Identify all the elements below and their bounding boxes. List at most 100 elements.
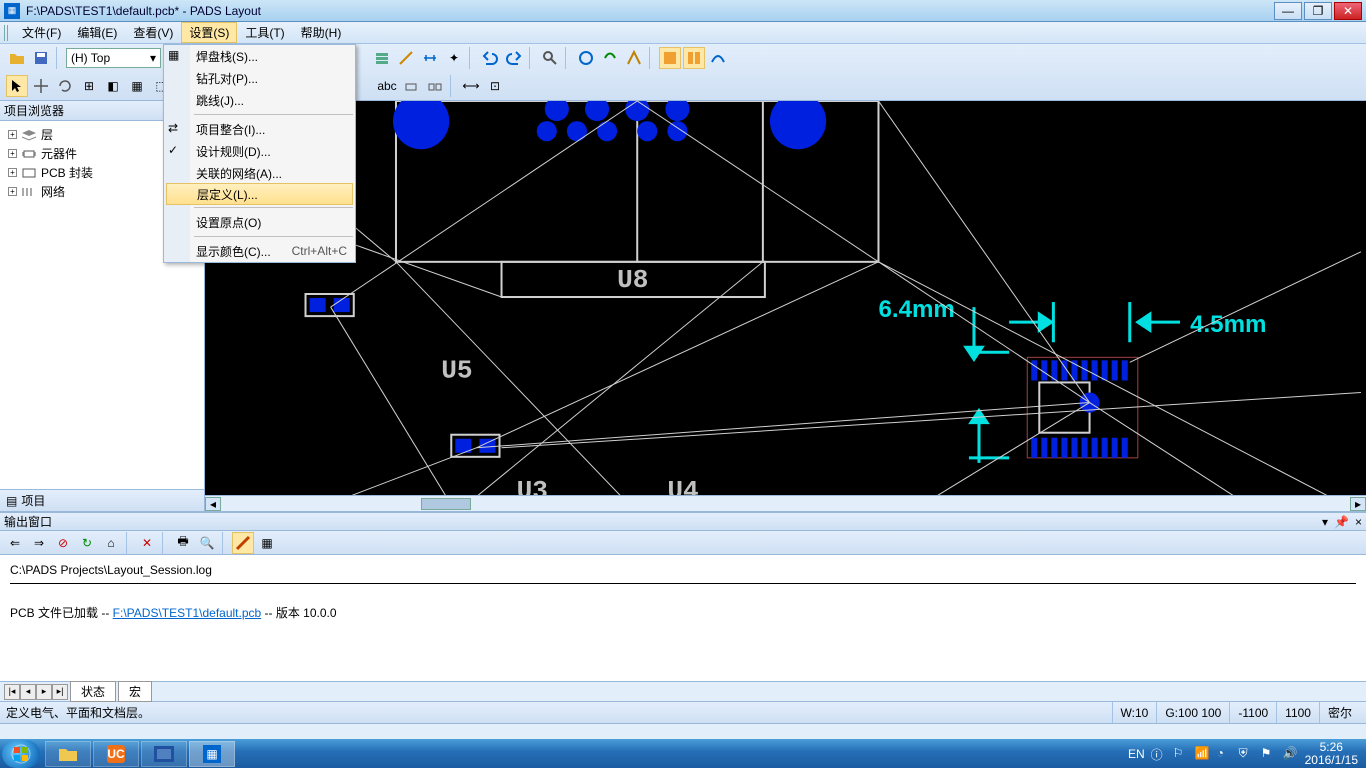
rotate-tool[interactable]	[54, 75, 76, 97]
tool-icon[interactable]: ◧	[102, 75, 124, 97]
menu-file[interactable]: 文件(F)	[14, 22, 69, 43]
canvas-hscrollbar[interactable]: ◂▸	[205, 495, 1366, 511]
taskbar-ucbrowser[interactable]: UC	[93, 741, 139, 767]
panel-button[interactable]	[683, 47, 705, 69]
menu-jumper[interactable]: 跳线(J)...	[164, 89, 355, 111]
menu-project-integration[interactable]: ⇄项目整合(I)...	[164, 118, 355, 140]
start-button[interactable]	[2, 740, 40, 768]
stop-button[interactable]: ⊘	[52, 532, 74, 554]
menu-padstack[interactable]: ▦焊盘栈(S)...	[164, 45, 355, 67]
menu-view[interactable]: 查看(V)	[125, 22, 181, 43]
toolbar-grip[interactable]	[4, 25, 10, 41]
footprint-icon	[21, 167, 37, 179]
zoom-button[interactable]	[539, 47, 561, 69]
system-tray: EN ⓘ ⚐ 📶 ◔ ⛨ ⚑ 🔊 5:26 2016/1/15	[1128, 741, 1364, 767]
dimension-tool[interactable]: ⟷	[460, 75, 482, 97]
output-toolbar: ⇐ ⇒ ⊘ ↻ ⌂ ✕ 🖶 🔍 ▦	[0, 531, 1366, 555]
output-pin-icon[interactable]: ▾	[1322, 515, 1328, 529]
refresh-button[interactable]: ↻	[76, 532, 98, 554]
tab-macro[interactable]: 宏	[118, 681, 152, 702]
menu-edit[interactable]: 编辑(E)	[69, 22, 125, 43]
status-y: 1100	[1276, 702, 1319, 723]
close-button[interactable]: ✕	[1334, 2, 1362, 20]
tool-icon[interactable]	[575, 47, 597, 69]
redo-button[interactable]	[503, 47, 525, 69]
window-title: F:\PADS\TEST1\default.pcb* - PADS Layout	[26, 4, 1274, 18]
menu-tools[interactable]: 工具(T)	[237, 22, 292, 43]
project-tab-icon: ▤	[6, 494, 17, 508]
tool-icon[interactable]	[623, 47, 645, 69]
dim-6p4: 6.4mm	[878, 296, 954, 323]
select-tool[interactable]	[6, 75, 28, 97]
menu-design-rules[interactable]: ✓设计规则(D)...	[164, 140, 355, 162]
undo-button[interactable]	[479, 47, 501, 69]
measure-button[interactable]	[419, 47, 441, 69]
svg-text:UC: UC	[107, 747, 125, 761]
delete-button[interactable]: ✕	[136, 532, 158, 554]
open-button[interactable]	[6, 47, 28, 69]
windows-taskbar: UC ▦ EN ⓘ ⚐ 📶 ◔ ⛨ ⚑ 🔊 5:26 2016/1/15	[0, 739, 1366, 768]
ruler-button[interactable]	[395, 47, 417, 69]
layer-select-value: (H) Top	[71, 51, 110, 65]
tab-nav-first[interactable]: |◂	[4, 684, 20, 700]
action-center-icon[interactable]: ⚐	[1173, 746, 1189, 762]
taskbar-clock[interactable]: 5:26 2016/1/15	[1305, 741, 1358, 767]
tool-icon[interactable]	[599, 47, 621, 69]
layer-select[interactable]: (H) Top▾	[66, 48, 161, 68]
sidebar-title: 项目浏览器	[4, 102, 64, 119]
tray-icon[interactable]: ◔	[1217, 746, 1233, 762]
grid-button[interactable]: ▦	[256, 532, 278, 554]
tab-nav-last[interactable]: ▸|	[52, 684, 68, 700]
tab-nav-prev[interactable]: ◂	[20, 684, 36, 700]
menu-drillpair[interactable]: 钻孔对(P)...	[164, 67, 355, 89]
output-body[interactable]: C:\PADS Projects\Layout_Session.log PCB …	[0, 555, 1366, 681]
tab-nav-next[interactable]: ▸	[36, 684, 52, 700]
menu-help[interactable]: 帮助(H)	[293, 22, 350, 43]
menu-layer-definition[interactable]: 层定义(L)...	[166, 183, 353, 205]
tab-status[interactable]: 状态	[70, 681, 116, 702]
move-tool[interactable]	[30, 75, 52, 97]
save-button[interactable]	[30, 47, 52, 69]
network-icon[interactable]: 📶	[1195, 746, 1211, 762]
tool-icon[interactable]: ▦	[126, 75, 148, 97]
net-icon	[21, 186, 37, 198]
output-pin-icon[interactable]: 📌	[1334, 515, 1349, 529]
home-button[interactable]: ⌂	[100, 532, 122, 554]
options-button[interactable]	[371, 47, 393, 69]
lang-indicator[interactable]: EN	[1128, 747, 1145, 761]
print-button[interactable]: 🖶	[172, 532, 194, 554]
panel-button[interactable]	[707, 47, 729, 69]
nav-back-button[interactable]: ⇐	[4, 532, 26, 554]
panel-button[interactable]	[659, 47, 681, 69]
output-file-link[interactable]: F:\PADS\TEST1\default.pcb	[113, 606, 262, 620]
bottom-scroll-strip	[0, 723, 1366, 739]
tool-icon[interactable]	[424, 75, 446, 97]
menu-setup[interactable]: 设置(S)	[181, 22, 237, 43]
taskbar-explorer[interactable]	[45, 741, 91, 767]
find-button[interactable]: 🔍	[196, 532, 218, 554]
sidebar-tab[interactable]: ▤项目	[0, 489, 204, 511]
menu-display-colors[interactable]: 显示颜色(C)...Ctrl+Alt+C	[164, 240, 355, 262]
menu-set-origin[interactable]: 设置原点(O)	[164, 211, 355, 233]
statusbar: 定义电气、平面和文档层。 W:10 G:100 100 -1100 1100 密…	[0, 701, 1366, 723]
taskbar-pads[interactable]: ▦	[189, 741, 235, 767]
tool-icon[interactable]: ✦	[443, 47, 465, 69]
maximize-button[interactable]: ❐	[1304, 2, 1332, 20]
tool-icon[interactable]: ⊞	[78, 75, 100, 97]
volume-icon[interactable]: 🔊	[1283, 746, 1299, 762]
tool-icon[interactable]	[400, 75, 422, 97]
help-icon[interactable]: ⓘ	[1151, 746, 1167, 762]
log-button[interactable]	[232, 532, 254, 554]
nav-fwd-button[interactable]: ⇒	[28, 532, 50, 554]
tray-icon[interactable]: ⚑	[1261, 746, 1277, 762]
shield-icon[interactable]: ⛨	[1239, 746, 1255, 762]
menu-associated-nets[interactable]: 关联的网络(A)...	[164, 162, 355, 184]
output-close-icon[interactable]: ×	[1355, 515, 1362, 529]
tool-icon[interactable]: ⊡	[484, 75, 506, 97]
design-canvas[interactable]: U8 U5 U3 U4 6.4mm 4.5mm	[205, 101, 1366, 511]
tool-icon[interactable]: abc	[376, 75, 398, 97]
svg-text:▦: ▦	[206, 747, 217, 761]
taskbar-media[interactable]	[141, 741, 187, 767]
minimize-button[interactable]: —	[1274, 2, 1302, 20]
component-icon	[21, 148, 37, 160]
